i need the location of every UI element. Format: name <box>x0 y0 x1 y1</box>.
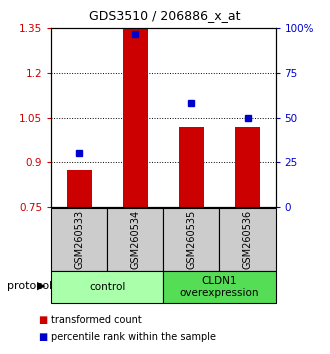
Text: control: control <box>89 282 125 292</box>
Bar <box>67 170 92 207</box>
Bar <box>235 127 260 207</box>
Bar <box>179 127 204 207</box>
Text: GSM260534: GSM260534 <box>130 210 140 269</box>
Bar <box>163 271 276 303</box>
Bar <box>51 208 107 271</box>
Text: ■: ■ <box>38 332 48 342</box>
Bar <box>163 208 219 271</box>
Text: CLDN1
overexpression: CLDN1 overexpression <box>180 276 259 298</box>
Text: GSM260533: GSM260533 <box>74 210 84 269</box>
Bar <box>219 208 276 271</box>
Text: transformed count: transformed count <box>51 315 142 325</box>
Text: GDS3510 / 206886_x_at: GDS3510 / 206886_x_at <box>89 10 241 22</box>
Text: protocol: protocol <box>7 281 52 291</box>
Bar <box>123 27 148 207</box>
Text: GSM260535: GSM260535 <box>186 210 196 269</box>
Bar <box>107 208 163 271</box>
Text: percentile rank within the sample: percentile rank within the sample <box>51 332 216 342</box>
Text: ▶: ▶ <box>37 281 46 291</box>
Text: ■: ■ <box>38 315 48 325</box>
Bar <box>51 271 163 303</box>
Text: GSM260536: GSM260536 <box>243 210 252 269</box>
